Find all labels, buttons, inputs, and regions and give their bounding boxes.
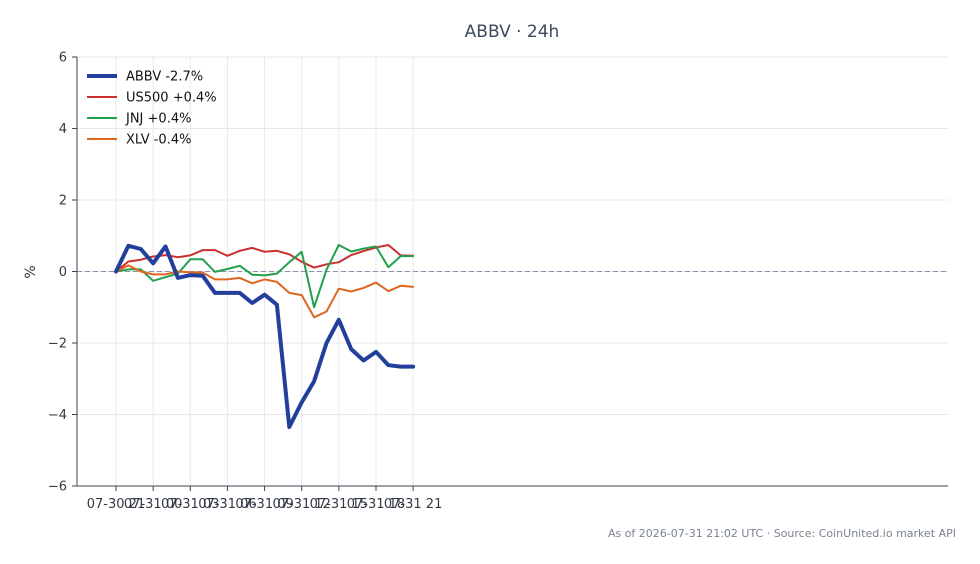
y-tick-label: −6 xyxy=(48,480,67,495)
legend-label-abbv: ABBV -2.7% xyxy=(126,70,203,85)
x-tick-label: 07-31 03 xyxy=(161,497,219,512)
x-tick-label: 07-30 21 xyxy=(87,497,145,512)
chart-title: ABBV · 24h xyxy=(465,22,560,42)
legend: ABBV -2.7% US500 +0.4% JNJ +0.4% XLV -0.4% xyxy=(87,70,217,148)
x-tick-label: 07-31 21 xyxy=(384,497,442,512)
y-tick-label: 2 xyxy=(59,194,67,209)
legend-label-xlv: XLV -0.4% xyxy=(126,133,191,148)
y-tick-label: 4 xyxy=(59,122,67,137)
y-axis-label: % xyxy=(23,265,39,278)
x-tick-label: 07-31 12 xyxy=(272,497,330,512)
x-tick-label: 07-31 18 xyxy=(347,497,405,512)
y-tick-label: −2 xyxy=(48,337,67,352)
x-tick-label: 07-31 06 xyxy=(198,497,256,512)
series-lines xyxy=(114,243,416,429)
y-tick-label: 6 xyxy=(59,51,67,66)
y-tick-labels: 6 4 2 0 −2 −4 −6 xyxy=(48,51,67,495)
x-tick-label: 07-31 00 xyxy=(124,497,182,512)
series-line-xlv xyxy=(115,264,415,319)
series-line-jnj xyxy=(115,244,415,309)
x-tick-label: 07-31 15 xyxy=(310,497,368,512)
x-tick-label: 07-31 09 xyxy=(235,497,293,512)
y-tick-label: 0 xyxy=(59,265,67,280)
series-line-us500 xyxy=(115,244,415,273)
series-line-abbv xyxy=(114,243,416,429)
legend-label-us500: US500 +0.4% xyxy=(126,91,217,106)
y-tick-label: −4 xyxy=(48,408,67,423)
axes xyxy=(72,56,948,491)
legend-label-jnj: JNJ +0.4% xyxy=(125,112,191,127)
footer-source: As of 2026-07-31 21:02 UTC · Source: Coi… xyxy=(608,527,956,540)
